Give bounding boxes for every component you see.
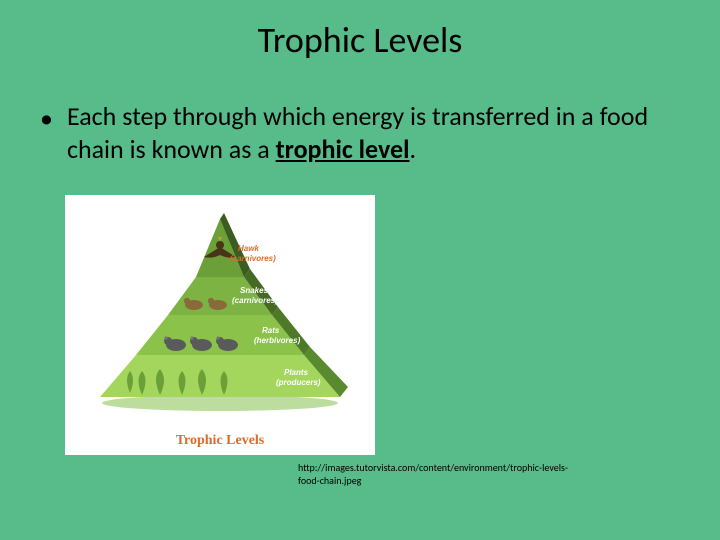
trophic-pyramid-icon: Plants (producers) Rats (herbivores) — [90, 207, 350, 412]
svg-text:Hawk: Hawk — [238, 244, 259, 253]
citation-line-1: http://images.tutorvista.com/content/env… — [298, 462, 588, 475]
svg-text:Plants: Plants — [284, 368, 309, 377]
svg-text:(herbivores): (herbivores) — [254, 336, 301, 345]
tier-hawk: Hawk (carnivores) — [196, 213, 276, 277]
svg-text:Rats: Rats — [262, 326, 280, 335]
figure-caption: Trophic Levels — [65, 433, 375, 449]
svg-text:Snakes: Snakes — [240, 286, 269, 295]
citation-line-2: food-chain.jpeg — [298, 475, 588, 488]
bullet-text: Each step through which energy is transf… — [67, 100, 680, 165]
svg-text:(producers): (producers) — [276, 378, 321, 387]
bullet-term: trophic level — [276, 133, 410, 165]
bullet-list: • Each step through which energy is tran… — [0, 62, 720, 165]
bullet-dot-icon: • — [40, 102, 53, 135]
image-citation: http://images.tutorvista.com/content/env… — [298, 462, 588, 487]
svg-text:(carnivores): (carnivores) — [232, 296, 278, 305]
bullet-suffix: . — [410, 133, 417, 165]
pyramid-figure-panel: Plants (producers) Rats (herbivores) — [65, 195, 375, 455]
svg-text:(carnivores): (carnivores) — [230, 254, 276, 263]
bullet-item: • Each step through which energy is tran… — [40, 100, 680, 165]
page-title: Trophic Levels — [0, 0, 720, 62]
